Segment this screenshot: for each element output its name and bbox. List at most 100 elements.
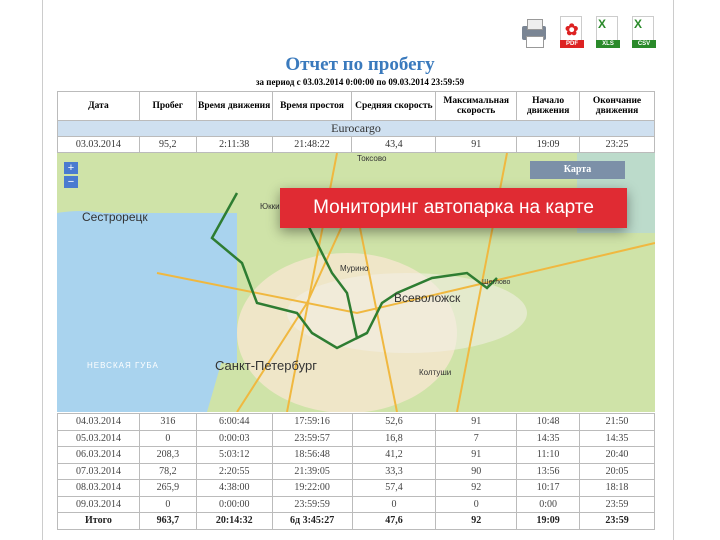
cell-date: 07.03.2014 xyxy=(57,462,140,480)
water xyxy=(57,211,227,412)
pdf-label: PDF xyxy=(560,40,584,48)
cell-max-speed: 91 xyxy=(435,413,518,431)
cell-start: 10:48 xyxy=(516,413,581,431)
cell-max-speed: 92 xyxy=(435,479,518,497)
cell-avg-speed: 0 xyxy=(351,495,437,513)
cell-end: 21:50 xyxy=(579,413,655,431)
cell-max-speed: 92 xyxy=(435,512,518,530)
place-spb: Санкт-Петербург xyxy=(215,358,317,373)
cell-date: 08.03.2014 xyxy=(57,479,140,497)
cell-move-time: 0:00:00 xyxy=(195,495,273,513)
table-row[interactable]: 07.03.2014 78,2 2:20:55 21:39:05 33,3 90 13:56… xyxy=(57,462,655,480)
col-idle-time: Время простоя xyxy=(271,91,353,121)
cell-date: 09.03.2014 xyxy=(57,495,140,513)
cell-mileage: 0 xyxy=(138,495,197,513)
col-move-time: Время движения xyxy=(195,91,273,121)
route-line-2 xyxy=(305,222,368,340)
cell-start: 19:09 xyxy=(516,512,581,530)
cell-idle-time: 18:56:48 xyxy=(271,446,353,464)
cell-idle-time: 21:39:05 xyxy=(271,462,353,480)
cell-idle-time: 23:59:59 xyxy=(271,495,353,513)
cell-move-time: 0:00:03 xyxy=(195,429,273,447)
col-end: Окончание движения xyxy=(579,91,655,121)
zoom-out-button[interactable]: − xyxy=(64,176,78,188)
route-line xyxy=(210,192,498,350)
cell-date: 06.03.2014 xyxy=(57,446,140,464)
place-koltushi: Колтуши xyxy=(419,368,452,377)
cell-mileage: 0 xyxy=(138,429,197,447)
place-toksovo: Токсово xyxy=(357,154,387,163)
cell-end: 14:35 xyxy=(579,429,655,447)
table-header: Дата Пробег Время движения Время простоя… xyxy=(57,91,655,121)
zoom-in-button[interactable]: + xyxy=(64,162,78,174)
col-avg-speed: Средняя скорость xyxy=(351,91,437,121)
csv-label: CSV xyxy=(632,40,656,48)
total-row[interactable]: Итого 963,7 20:14:32 6д 3:45:27 47,6 92 19:09 2… xyxy=(57,512,655,530)
cell-max-speed: 0 xyxy=(435,495,518,513)
cell-avg-speed: 47,6 xyxy=(351,512,437,530)
cell-mileage: 208,3 xyxy=(138,446,197,464)
cell-date: 05.03.2014 xyxy=(57,429,140,447)
group-row: Eurocargo xyxy=(57,120,655,137)
xls-icon[interactable]: X XLS xyxy=(592,16,620,48)
export-toolbar: ✿ PDF X XLS X CSV xyxy=(520,16,656,48)
cell-start: 10:17 xyxy=(516,479,581,497)
cell-avg-speed: 43,4 xyxy=(351,136,437,153)
cell-start: 14:35 xyxy=(516,429,581,447)
group-name: Eurocargo xyxy=(57,120,655,137)
place-sestroretsk: Сестрорецк xyxy=(82,210,148,224)
cell-move-time: 2:11:38 xyxy=(195,136,273,153)
col-date: Дата xyxy=(57,91,140,121)
table-row[interactable]: 04.03.2014 316 6:00:44 17:59:16 52,6 91 10:48 2… xyxy=(57,413,655,431)
cell-mileage: 316 xyxy=(138,413,197,431)
cell-move-time: 6:00:44 xyxy=(195,413,273,431)
table-row[interactable]: 06.03.2014 208,3 5:03:12 18:56:48 41,2 91 11:1… xyxy=(57,446,655,464)
cell-end: 20:05 xyxy=(579,462,655,480)
page-title: Отчет по пробегу xyxy=(285,54,435,75)
cell-max-speed: 7 xyxy=(435,429,518,447)
table-row[interactable]: 05.03.2014 0 0:00:03 23:59:57 16,8 7 14:35 14:3… xyxy=(57,429,655,447)
cell-start: 13:56 xyxy=(516,462,581,480)
cell-move-time: 20:14:32 xyxy=(195,512,273,530)
cell-start: 0:00 xyxy=(516,495,581,513)
cell-start: 11:10 xyxy=(516,446,581,464)
map-type-button[interactable]: Карта xyxy=(530,161,625,179)
cell-move-time: 4:38:00 xyxy=(195,479,273,497)
cell-idle-time: 23:59:57 xyxy=(271,429,353,447)
cell-avg-speed: 33,3 xyxy=(351,462,437,480)
cell-mileage: 95,2 xyxy=(138,136,197,153)
col-start: Начало движения xyxy=(516,91,581,121)
cell-avg-speed: 52,6 xyxy=(351,413,437,431)
report-table-top: Дата Пробег Время движения Время простоя… xyxy=(57,91,655,153)
col-max-speed: Максимальная скорость xyxy=(435,91,518,121)
place-bay: НЕВСКАЯ ГУБА xyxy=(87,361,159,370)
cell-date: 04.03.2014 xyxy=(57,413,140,431)
cell-date: Итого xyxy=(57,512,140,530)
cell-idle-time: 6д 3:45:27 xyxy=(271,512,353,530)
route-map[interactable]: Сестрорецк Санкт-Петербург Всеволожск НЕ… xyxy=(57,153,655,412)
cell-mileage: 78,2 xyxy=(138,462,197,480)
csv-icon[interactable]: X CSV xyxy=(628,16,656,48)
place-vsevolozhsk: Всеволожск xyxy=(394,291,461,305)
cell-idle-time: 21:48:22 xyxy=(271,136,353,153)
cell-max-speed: 91 xyxy=(435,136,518,153)
place-yukki: Юкки xyxy=(260,202,280,211)
table-row[interactable]: 03.03.2014 95,2 2:11:38 21:48:22 43,4 91 19:09… xyxy=(57,136,655,153)
cell-start: 19:09 xyxy=(516,136,581,153)
cell-mileage: 265,9 xyxy=(138,479,197,497)
place-shcheglovo: Щеглово xyxy=(482,279,511,286)
cell-idle-time: 19:22:00 xyxy=(271,479,353,497)
cell-mileage: 963,7 xyxy=(138,512,197,530)
cell-end: 23:59 xyxy=(579,512,655,530)
table-row[interactable]: 09.03.2014 0 0:00:00 23:59:59 0 0 0:00 23:59 xyxy=(57,495,655,513)
cell-end: 23:59 xyxy=(579,495,655,513)
cell-avg-speed: 16,8 xyxy=(351,429,437,447)
cell-date: 03.03.2014 xyxy=(57,136,140,153)
cell-move-time: 5:03:12 xyxy=(195,446,273,464)
cell-avg-speed: 41,2 xyxy=(351,446,437,464)
cell-end: 23:25 xyxy=(579,136,655,153)
table-row[interactable]: 08.03.2014 265,9 4:38:00 19:22:00 57,4 92 10:1… xyxy=(57,479,655,497)
pdf-icon[interactable]: ✿ PDF xyxy=(556,16,584,48)
place-murino: Мурино xyxy=(340,264,369,273)
printer-icon[interactable] xyxy=(520,16,548,48)
